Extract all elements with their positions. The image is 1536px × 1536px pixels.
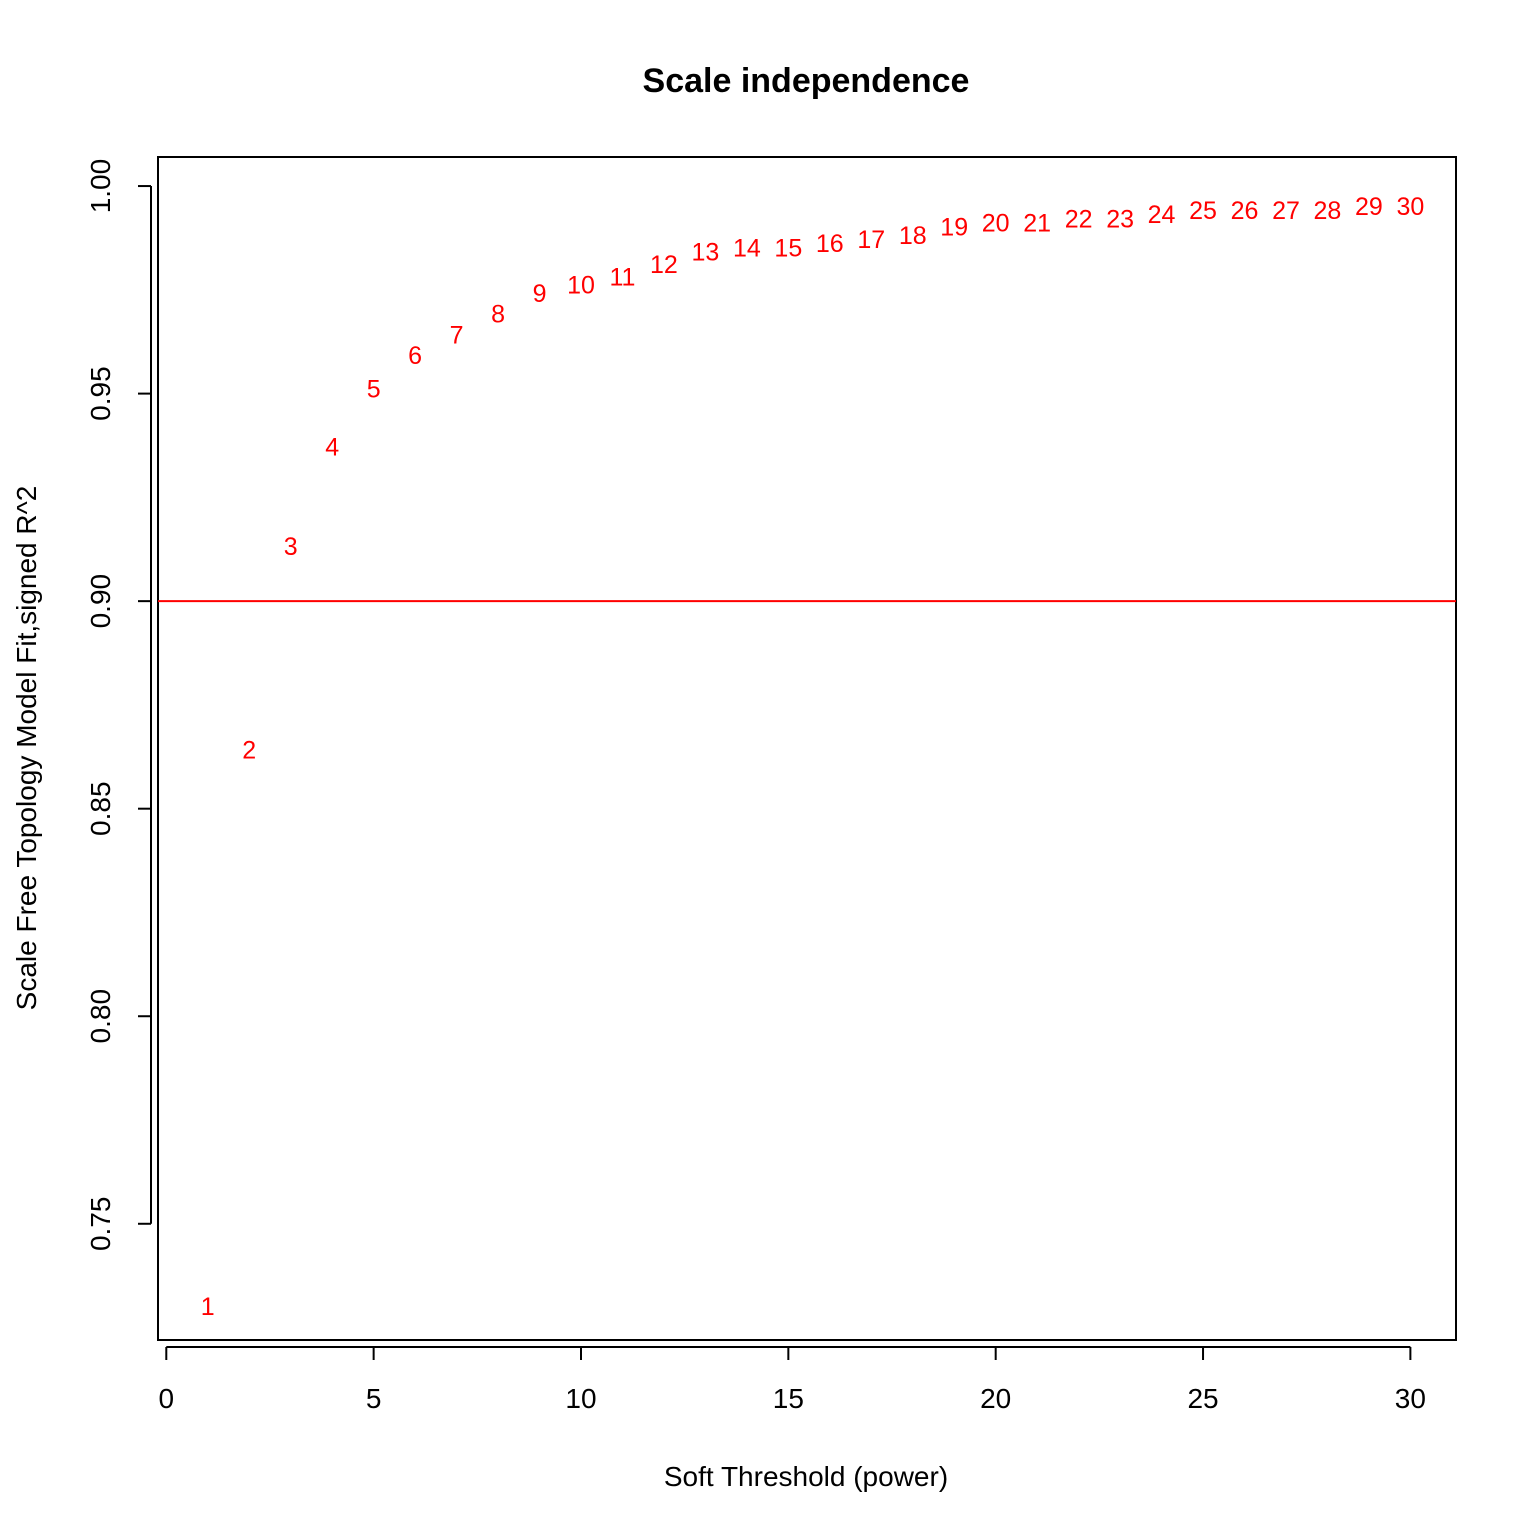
y-tick-label: 0.85 xyxy=(85,781,116,836)
data-point-label: 24 xyxy=(1148,201,1176,229)
data-point-label: 23 xyxy=(1106,205,1134,233)
data-point-label: 27 xyxy=(1272,197,1300,225)
x-axis: 0 5 10 15 20 25 30 xyxy=(159,1346,1426,1414)
y-axis: 0.75 0.80 0.85 0.90 0.95 1.00 xyxy=(85,159,152,1252)
data-point-label: 3 xyxy=(284,533,298,561)
y-tick-label: 0.80 xyxy=(85,989,116,1044)
y-axis-label: Scale Free Topology Model Fit,signed R^2 xyxy=(11,486,42,1011)
data-point-label: 17 xyxy=(857,226,885,254)
chart-title: Scale independence xyxy=(643,62,970,100)
data-point-label: 1 xyxy=(201,1293,215,1321)
data-point-label: 22 xyxy=(1065,205,1093,233)
data-point-label: 14 xyxy=(733,234,761,262)
data-point-label: 21 xyxy=(1023,209,1051,237)
data-point-label: 30 xyxy=(1396,193,1424,221)
y-tick-label: 0.90 xyxy=(85,574,116,629)
data-point-label: 28 xyxy=(1314,197,1342,225)
data-point-label: 25 xyxy=(1189,197,1217,225)
data-point-label: 12 xyxy=(650,251,678,279)
data-point-label: 19 xyxy=(940,214,968,242)
y-tick-label: 1.00 xyxy=(85,159,116,214)
data-point-label: 15 xyxy=(774,234,802,262)
data-point-label: 9 xyxy=(533,280,547,308)
data-point-label: 4 xyxy=(325,434,339,462)
y-tick-label: 0.95 xyxy=(85,366,116,421)
x-tick-label: 30 xyxy=(1395,1383,1426,1414)
data-point-label: 26 xyxy=(1231,197,1259,225)
data-point-label: 6 xyxy=(408,342,422,370)
data-point-label: 7 xyxy=(450,321,464,349)
x-tick-label: 0 xyxy=(159,1383,175,1414)
x-axis-label: Soft Threshold (power) xyxy=(664,1461,948,1492)
data-point-label: 18 xyxy=(899,222,927,250)
data-point-label: 10 xyxy=(567,272,595,300)
y-tick-label: 0.75 xyxy=(85,1197,116,1252)
x-tick-label: 10 xyxy=(565,1383,596,1414)
x-tick-label: 15 xyxy=(773,1383,804,1414)
x-tick-label: 5 xyxy=(366,1383,382,1414)
data-point-label: 2 xyxy=(242,737,256,765)
data-point-label: 11 xyxy=(609,263,635,291)
data-point-label: 13 xyxy=(691,238,719,266)
x-tick-label: 20 xyxy=(980,1383,1011,1414)
data-point-label: 8 xyxy=(491,301,505,329)
x-tick-label: 25 xyxy=(1187,1383,1218,1414)
data-point-label: 16 xyxy=(816,230,844,258)
data-point-label: 5 xyxy=(367,375,381,403)
data-point-label: 20 xyxy=(982,209,1010,237)
plot-frame xyxy=(157,156,1457,1341)
data-point-label: 29 xyxy=(1355,193,1383,221)
